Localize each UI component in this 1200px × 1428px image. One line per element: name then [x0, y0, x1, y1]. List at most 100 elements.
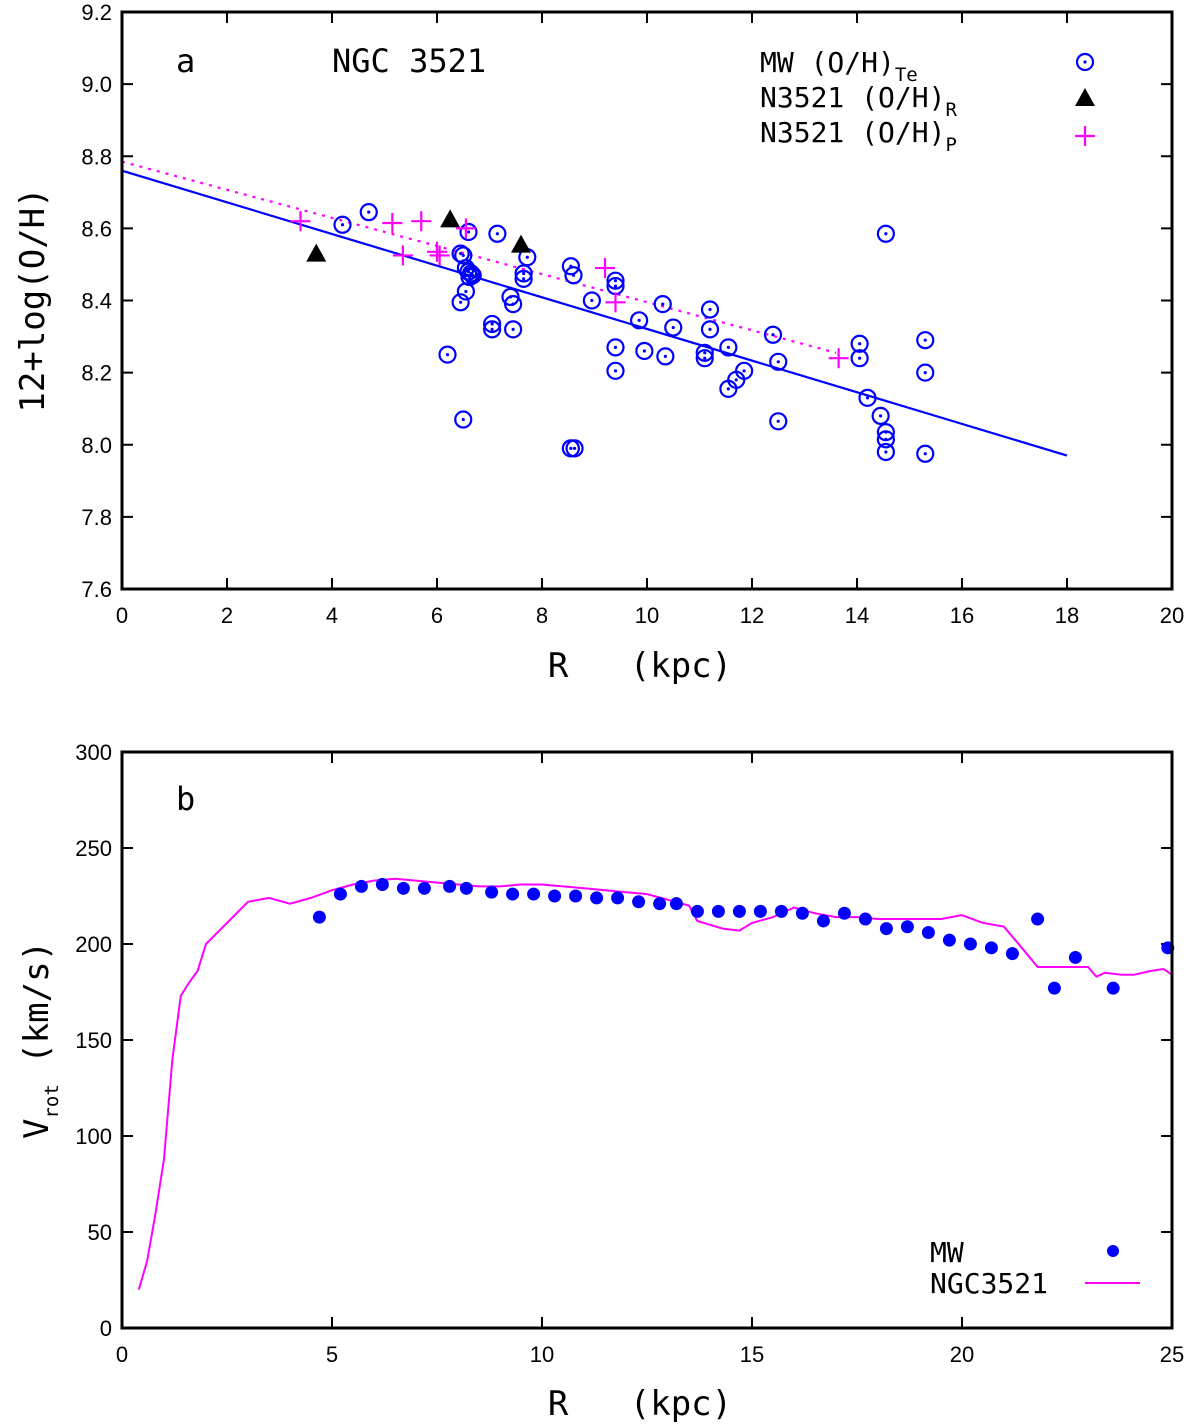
ngc3521-rotation-curve	[139, 879, 1172, 1290]
n3521-r-point	[306, 244, 326, 262]
panel-a-y-tick-label: 9.0	[81, 72, 112, 97]
mw-te-point-dot	[522, 277, 525, 280]
mw-rotation-point	[838, 907, 851, 920]
mw-te-point	[657, 348, 673, 364]
n3521-p-point	[393, 245, 413, 265]
mw-rotation-point	[880, 922, 893, 935]
legend-n3521-p-label: N3521 (O/H)P	[760, 116, 957, 156]
mw-te-point	[505, 321, 521, 337]
mw-rotation-point	[1006, 947, 1019, 960]
mw-rotation-point	[670, 897, 683, 910]
mw-te-point-dot	[771, 333, 774, 336]
n3521-p-point	[427, 242, 447, 262]
mw-te-point-dot	[459, 252, 462, 255]
mw-te-point-dot	[924, 339, 927, 342]
mw-te-point-dot	[743, 369, 746, 372]
panel-b-y-axis-title: Vrot (km/s)	[17, 941, 63, 1139]
mw-te-point	[655, 296, 671, 312]
panel-a-points	[291, 204, 934, 462]
legend-ngc3521-label: NGC3521	[930, 1267, 1048, 1300]
mw-te-point	[608, 363, 624, 379]
panel-b-y-tick-label: 100	[75, 1124, 112, 1149]
n3521-p-point	[456, 218, 476, 238]
mw-rotation-point	[922, 926, 935, 939]
mw-rotation-point	[691, 905, 704, 918]
mw-rotation-point	[796, 907, 809, 920]
panel-b-x-tick-label: 10	[530, 1342, 554, 1367]
panel-a-y-tick-label: 9.2	[81, 0, 112, 25]
panel-b-frame	[122, 752, 1172, 1328]
mw-fit-line	[122, 171, 1067, 456]
mw-te-point	[873, 408, 889, 424]
mw-te-point-dot	[512, 328, 515, 331]
mw-te-point	[563, 440, 579, 456]
panel-a-x-tick-label: 8	[536, 603, 548, 628]
panel-a-y-tick-label: 8.8	[81, 144, 112, 169]
mw-te-point-dot	[614, 346, 617, 349]
panel-b-y-tick-label: 0	[100, 1316, 112, 1341]
mw-te-point-dot	[496, 232, 499, 235]
mw-rotation-point	[943, 934, 956, 947]
mw-te-point-dot	[573, 447, 576, 450]
legend-n3521-r-marker	[1075, 88, 1095, 106]
n3521-fit-line	[122, 162, 836, 353]
panel-b: 0 50 100 150 200 250 300 0 5 10 15 20 25 b MW NGC35…	[17, 740, 1184, 1424]
panel-a: 7.67.88.08.28.48.68.89.09.2 0 2 4 6 8 10 12 14 1…	[13, 0, 1184, 686]
n3521-r-point	[440, 209, 460, 227]
mw-rotation-point	[901, 920, 914, 933]
panel-b-x-axis-title: R (kpc)	[548, 1384, 732, 1424]
mw-rotation-point	[376, 878, 389, 891]
mw-te-point-dot	[858, 357, 861, 360]
mw-te-point-dot	[569, 447, 572, 450]
mw-te-point-dot	[491, 322, 494, 325]
mw-te-point-dot	[459, 301, 462, 304]
mw-te-point-dot	[468, 275, 471, 278]
mw-te-point	[917, 365, 933, 381]
mw-te-point	[917, 446, 933, 462]
panel-b-x-tick-label: 0	[116, 1342, 128, 1367]
mw-te-point-dot	[735, 378, 738, 381]
panel-a-y-tick-labels: 7.67.88.08.28.48.68.89.09.2	[81, 0, 112, 602]
mw-te-point-dot	[491, 328, 494, 331]
panel-b-x-tick-label: 25	[1160, 1342, 1184, 1367]
mw-te-point-dot	[924, 371, 927, 374]
n3521-p-point	[430, 245, 450, 265]
mw-rotation-point	[397, 882, 410, 895]
mw-rotation-point	[859, 913, 872, 926]
legend-mw-te-label: MW (O/H)Te	[760, 46, 918, 86]
panel-b-legend: MW NGC3521	[930, 1236, 1140, 1300]
panel-a-ticks	[122, 12, 1172, 589]
mw-te-point-dot	[462, 418, 465, 421]
panel-b-y-tick-label: 200	[75, 932, 112, 957]
mw-te-point-dot	[464, 290, 467, 293]
mw-rotation-point	[632, 895, 645, 908]
mw-te-point-dot	[590, 299, 593, 302]
mw-rotation-point	[1031, 913, 1044, 926]
panel-b-y-tick-label: 50	[88, 1220, 112, 1245]
mw-rotation-point	[418, 882, 431, 895]
mw-rotation-point	[334, 888, 347, 901]
panel-a-y-tick-label: 8.6	[81, 216, 112, 241]
panel-b-label: b	[176, 780, 195, 818]
panel-a-title: NGC 3521	[332, 42, 486, 80]
mw-rotation-point	[611, 891, 624, 904]
mw-te-point	[566, 267, 582, 283]
mw-te-point-dot	[884, 450, 887, 453]
panel-a-x-axis-title: R (kpc)	[548, 646, 732, 686]
mw-te-point	[770, 413, 786, 429]
legend-n3521-r-label: N3521 (O/H)R	[760, 81, 957, 121]
panel-b-lines	[139, 879, 1172, 1290]
mw-te-point	[878, 226, 894, 242]
mw-te-point	[636, 343, 652, 359]
mw-rotation-point	[653, 897, 666, 910]
legend-mw-label: MW	[930, 1236, 964, 1269]
mw-te-point-dot	[777, 420, 780, 423]
mw-te-point-dot	[341, 223, 344, 226]
panel-b-y-tick-label: 150	[75, 1028, 112, 1053]
panel-b-y-tick-label: 300	[75, 740, 112, 765]
panel-b-points	[313, 878, 1174, 995]
panel-a-x-tick-label: 14	[845, 603, 869, 628]
mw-te-point-dot	[526, 256, 529, 259]
mw-te-point-dot	[522, 272, 525, 275]
mw-te-point-dot	[672, 326, 675, 329]
